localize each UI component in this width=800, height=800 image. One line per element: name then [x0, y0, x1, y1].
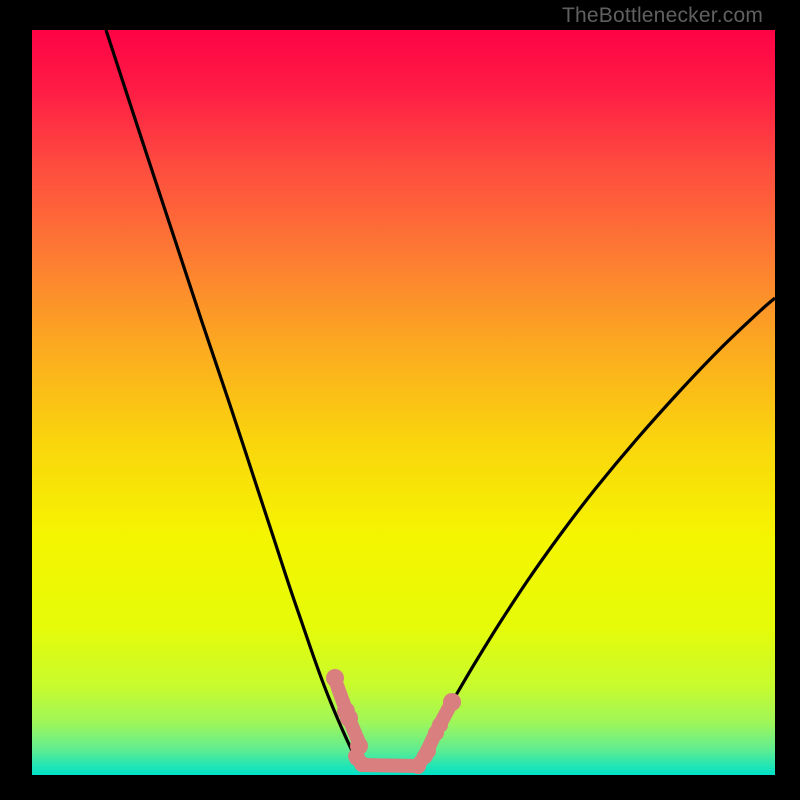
frame-bottom [0, 775, 800, 800]
frame-left [0, 0, 32, 800]
frame-right [775, 0, 800, 800]
watermark-text: TheBottlenecker.com [562, 4, 763, 28]
chart-svg [0, 0, 800, 800]
